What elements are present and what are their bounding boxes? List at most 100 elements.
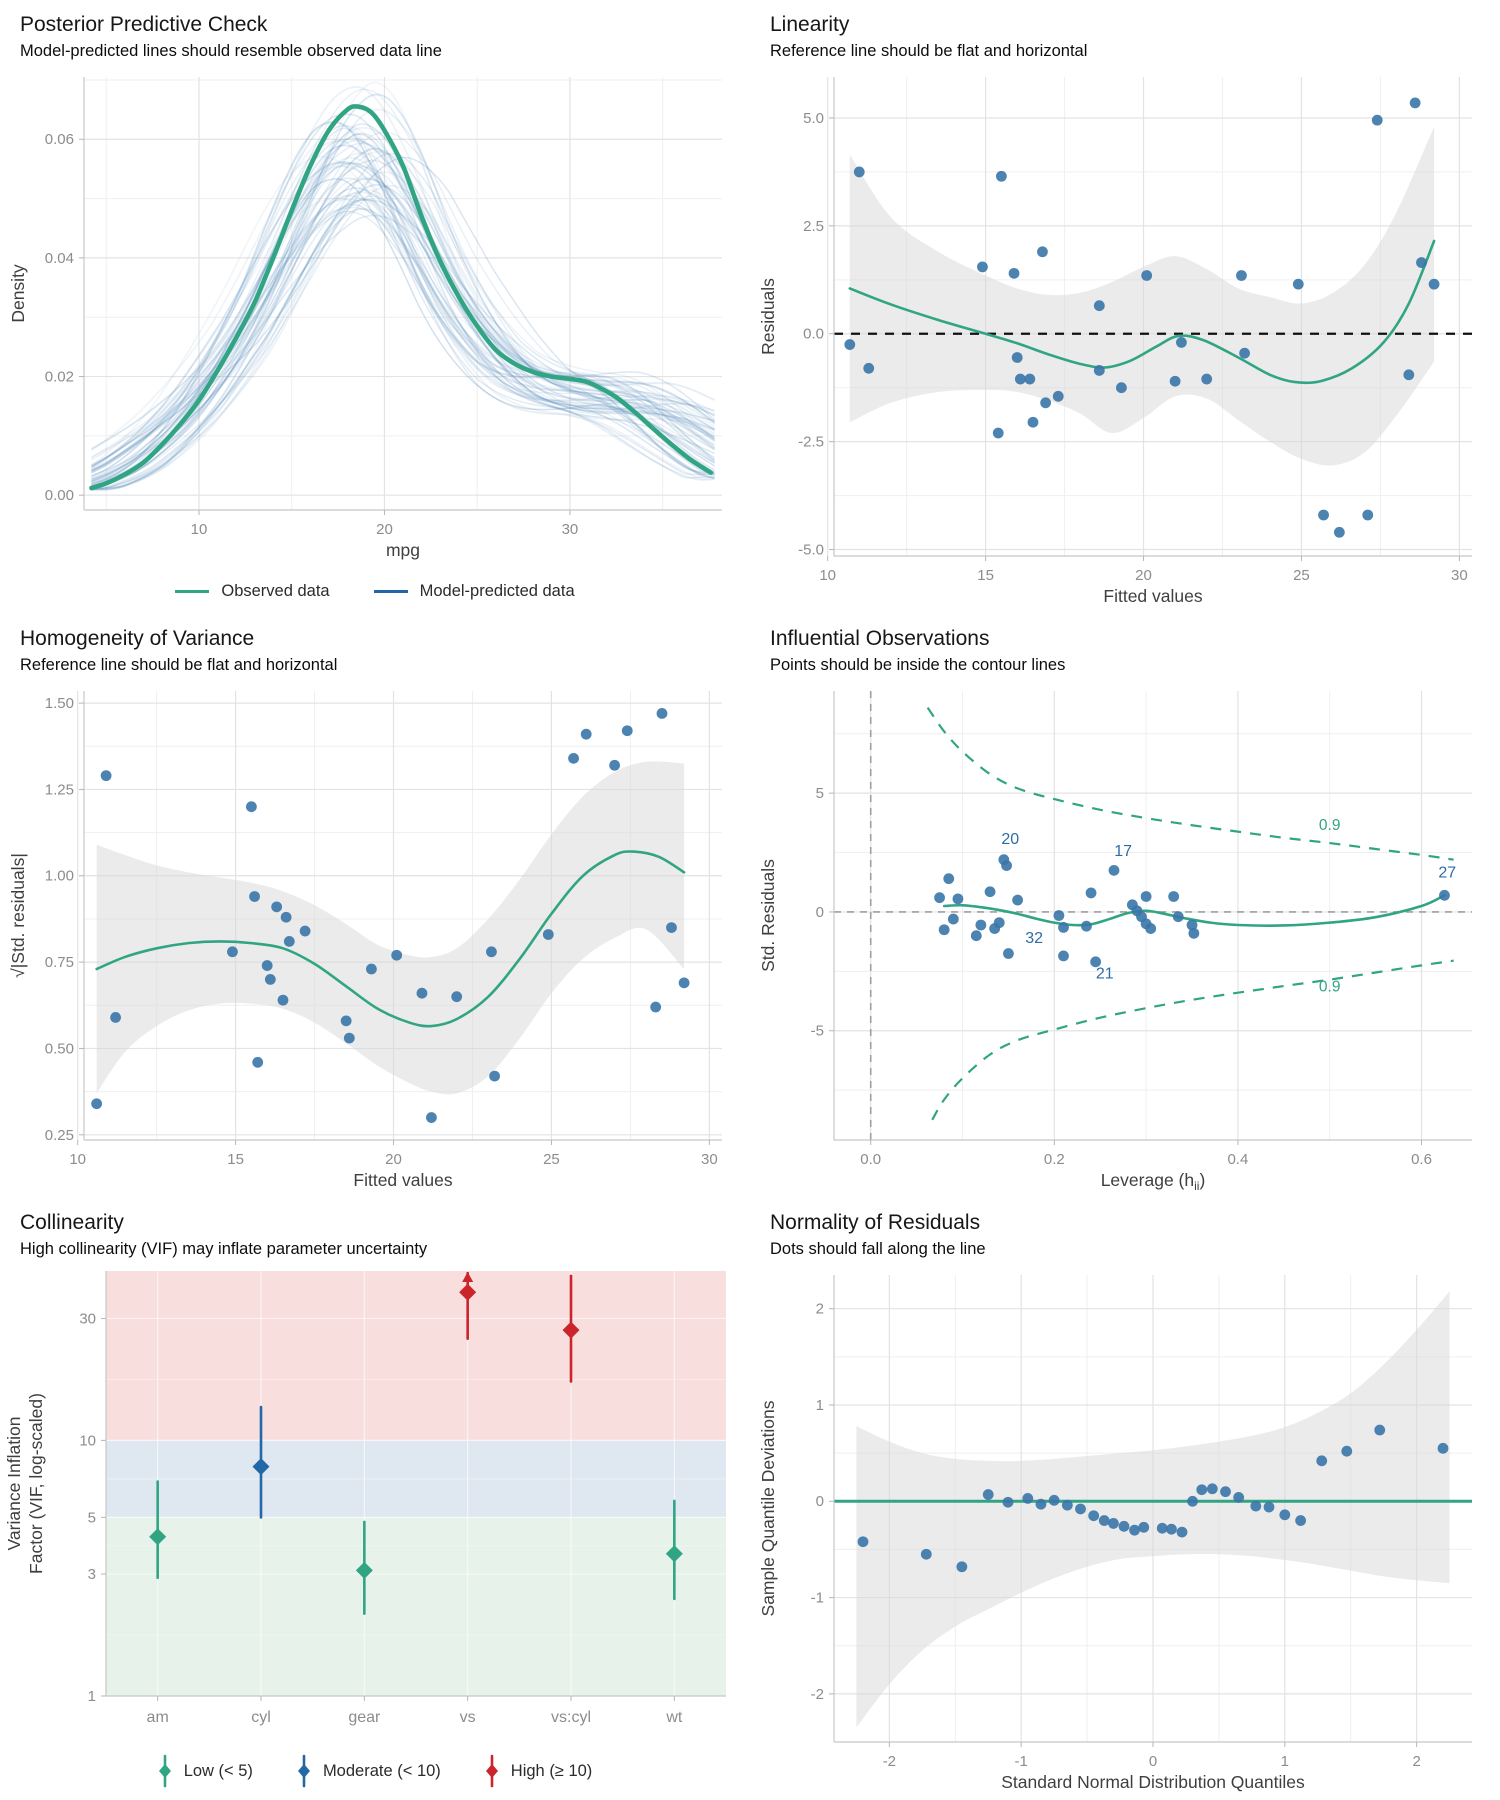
panel-normality-of-residuals: Normality of Residuals Dots should fall … bbox=[750, 1198, 1500, 1800]
svg-text:30: 30 bbox=[79, 1310, 96, 1327]
svg-text:cyl: cyl bbox=[251, 1709, 271, 1726]
low-vif-glyph bbox=[158, 1754, 172, 1788]
pointrange-glyph-icon bbox=[297, 1754, 310, 1788]
svg-text:30: 30 bbox=[1451, 567, 1468, 584]
model-predicted-line-swatch bbox=[373, 589, 408, 593]
svg-text:20: 20 bbox=[385, 1151, 402, 1168]
high-vif-glyph bbox=[485, 1754, 499, 1788]
tick-labels: 0.0 0.2 0.4 0.6 -5 0 5 bbox=[811, 785, 1432, 1168]
homogeneity-points bbox=[91, 707, 690, 1123]
svg-text:0.0: 0.0 bbox=[860, 1151, 881, 1168]
axes bbox=[77, 690, 722, 1145]
svg-text:10: 10 bbox=[191, 521, 208, 538]
svg-text:25: 25 bbox=[1293, 567, 1310, 584]
svg-text:0: 0 bbox=[816, 904, 824, 921]
svg-text:0.04: 0.04 bbox=[45, 250, 74, 267]
panel-subtitle: Points should be inside the contour line… bbox=[770, 656, 1066, 675]
svg-text:1.00: 1.00 bbox=[45, 867, 74, 884]
panel-title: Linearity bbox=[770, 13, 850, 36]
grid-minor bbox=[84, 76, 722, 510]
axes bbox=[79, 76, 722, 515]
ppc-plot-svg: 10 20 30 0.00 0.02 0.04 0.06 mpg Density bbox=[8, 76, 722, 560]
legend-item-high: High (≥ 10) bbox=[485, 1754, 592, 1788]
y-axis-title: Density bbox=[8, 264, 28, 323]
vif-legend: Low (< 5) Moderate (< 10) High (≥ 10) bbox=[0, 1742, 750, 1800]
y-axis-title: Sample Quantile Deviations bbox=[758, 1400, 778, 1616]
model-predicted-lines bbox=[90, 81, 716, 491]
svg-text:30: 30 bbox=[562, 521, 579, 538]
smooth-fit-line bbox=[95, 849, 686, 1028]
svg-text:0.06: 0.06 bbox=[45, 131, 74, 148]
svg-text:-5: -5 bbox=[811, 1022, 824, 1039]
normality-points bbox=[857, 1424, 1449, 1572]
panel-title: Homogeneity of Variance bbox=[20, 627, 255, 650]
point-label-17: 17 bbox=[1114, 843, 1132, 860]
point-label-32: 32 bbox=[1025, 930, 1043, 947]
panel-title: Collinearity bbox=[20, 1211, 124, 1234]
svg-text:10: 10 bbox=[79, 1432, 96, 1449]
legend-low-label: Low (< 5) bbox=[183, 1761, 253, 1780]
confidence-band bbox=[849, 126, 1435, 466]
ppc-legend: Observed data Model-predicted data bbox=[0, 568, 750, 614]
svg-text:-2: -2 bbox=[883, 1753, 896, 1770]
grid-major bbox=[84, 76, 722, 510]
svg-text:1: 1 bbox=[1281, 1753, 1289, 1770]
svg-text:10: 10 bbox=[819, 567, 836, 584]
panel-influential-observations: Influential Observations Points should b… bbox=[750, 614, 1500, 1198]
panel-subtitle: High collinearity (VIF) may inflate para… bbox=[20, 1240, 428, 1259]
point-label-21: 21 bbox=[1096, 965, 1114, 982]
collinearity-plot-svg: am cyl gear vs vs:cyl wt 1 3 5 10 30 Variance Infla… bbox=[4, 1270, 726, 1726]
legend-model-predicted-label: Model-predicted data bbox=[419, 581, 575, 600]
panel-subtitle: Model-predicted lines should resemble ob… bbox=[20, 42, 442, 61]
x-axis-title: mpg bbox=[386, 540, 420, 560]
influential-points bbox=[934, 853, 1450, 967]
normality-plot-svg: -2 -1 0 1 2 -2 -1 0 1 2 Standard Normal Distributi… bbox=[758, 1274, 1472, 1792]
linearity-points bbox=[844, 97, 1440, 538]
x-axis-title: Fitted values bbox=[1103, 586, 1202, 606]
svg-text:1: 1 bbox=[88, 1688, 96, 1705]
svg-text:15: 15 bbox=[977, 567, 994, 584]
svg-text:0.50: 0.50 bbox=[45, 1040, 74, 1057]
axes bbox=[829, 690, 1472, 1145]
influential-plot-svg: 0.9 0.9 20 17 32 21 27 0.0 0.2 0.4 0.6 -5 0 5 Leverage… bbox=[758, 690, 1472, 1193]
panel-title: Influential Observations bbox=[770, 627, 990, 650]
x-axis-title: Standard Normal Distribution Quantiles bbox=[1001, 1772, 1305, 1792]
svg-text:3: 3 bbox=[88, 1566, 96, 1583]
grid-minor bbox=[834, 690, 1472, 1140]
cooks-distance-contours bbox=[926, 706, 1454, 1121]
svg-text:vs:cyl: vs:cyl bbox=[551, 1709, 591, 1726]
panel-collinearity: Collinearity High collinearity (VIF) may… bbox=[0, 1198, 750, 1800]
legend-item-low: Low (< 5) bbox=[158, 1754, 253, 1788]
normality-qq-chart: -2 -1 0 1 2 -2 -1 0 1 2 Standard Normal Distributi… bbox=[750, 1263, 1500, 1800]
svg-text:0.75: 0.75 bbox=[45, 954, 74, 971]
pointrange-glyph-icon bbox=[485, 1754, 498, 1788]
x-axis-title: Fitted values bbox=[353, 1170, 452, 1190]
axes bbox=[101, 1270, 726, 1701]
svg-text:gear: gear bbox=[348, 1709, 381, 1726]
legend-item-observed: Observed data bbox=[175, 582, 330, 601]
tick-labels: -2 -1 0 1 2 -2 -1 0 1 2 bbox=[811, 1300, 1421, 1769]
svg-text:5: 5 bbox=[816, 785, 824, 802]
svg-text:5: 5 bbox=[88, 1509, 96, 1526]
vif-pointranges bbox=[149, 1271, 683, 1615]
y-axis-title: Std. Residuals bbox=[758, 859, 778, 972]
collinearity-vif-chart: am cyl gear vs vs:cyl wt 1 3 5 10 30 Variance Infla… bbox=[0, 1263, 750, 1742]
tick-labels: 10 20 30 0.00 0.02 0.04 0.06 bbox=[45, 131, 578, 538]
svg-text:10: 10 bbox=[69, 1151, 86, 1168]
svg-text:am: am bbox=[147, 1709, 169, 1726]
svg-text:20: 20 bbox=[1135, 567, 1152, 584]
panel-homogeneity-of-variance: Homogeneity of Variance Reference line s… bbox=[0, 614, 750, 1198]
point-label-27: 27 bbox=[1438, 864, 1456, 881]
svg-text:-2.5: -2.5 bbox=[798, 433, 824, 450]
observed-line-swatch bbox=[175, 589, 210, 593]
contour-label: 0.9 bbox=[1319, 817, 1341, 834]
axes bbox=[827, 76, 1472, 561]
confidence-band bbox=[856, 1291, 1450, 1728]
homogeneity-plot-svg: 10 15 20 25 30 0.25 0.50 0.75 1.00 1.25 1.50 Fitted… bbox=[8, 690, 722, 1190]
svg-text:0.2: 0.2 bbox=[1044, 1151, 1065, 1168]
svg-text:5.0: 5.0 bbox=[803, 110, 824, 127]
svg-text:20: 20 bbox=[376, 521, 393, 538]
svg-text:25: 25 bbox=[543, 1151, 560, 1168]
axes bbox=[829, 1274, 1472, 1747]
page-title: Posterior Predictive Check bbox=[20, 13, 268, 36]
